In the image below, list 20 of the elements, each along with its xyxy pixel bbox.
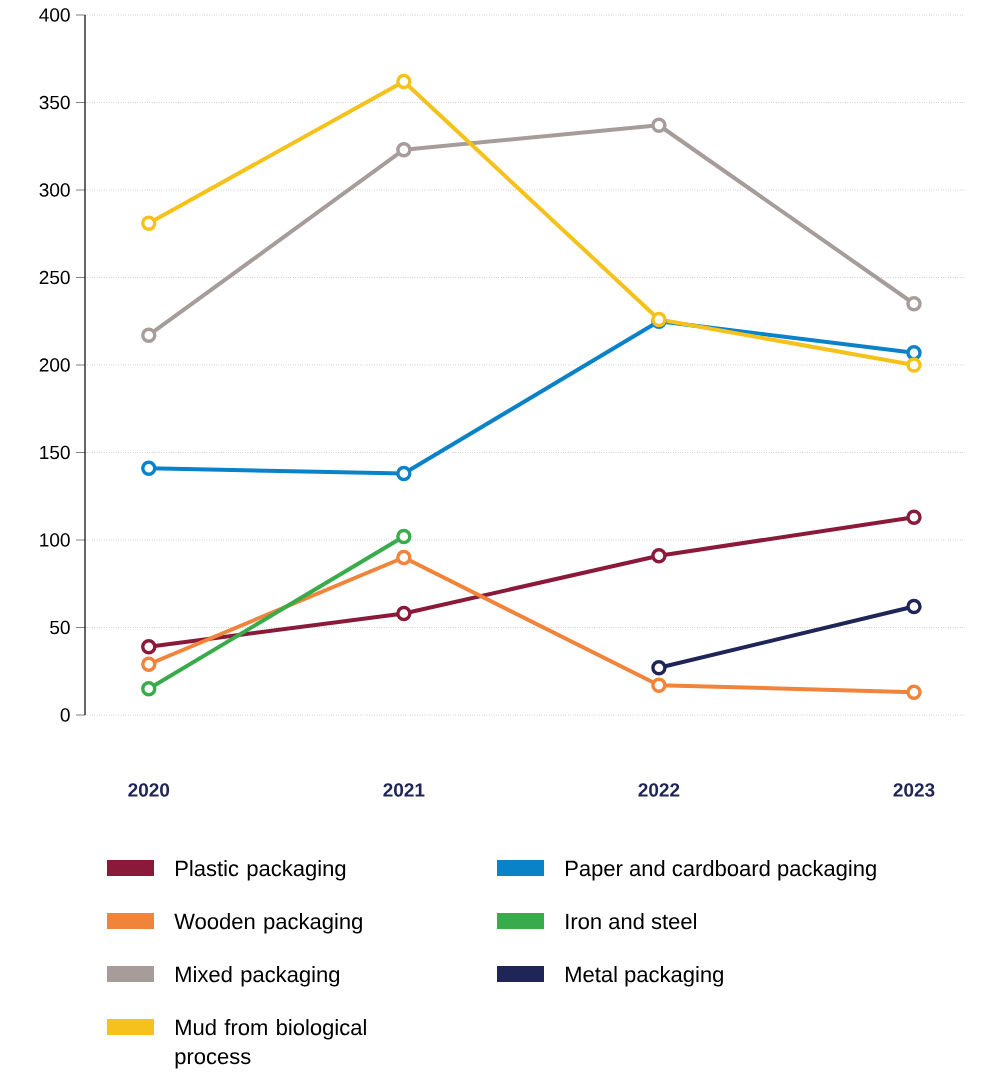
x-tick-label: 2022 — [638, 783, 680, 797]
legend-label: Paper and cardboard packaging — [566, 860, 876, 881]
legend-label: Plastic packaging — [176, 860, 346, 881]
legend-label: Mud from biological process — [175, 1019, 366, 1069]
y-tick-label: 300 — [39, 183, 70, 197]
y-tick-label: 0 — [60, 708, 70, 722]
y-tick-label: 150 — [40, 445, 70, 460]
y-tick-label: 400 — [39, 8, 70, 22]
y-tick-label: 250 — [39, 270, 70, 285]
legend-label: Metal packaging — [566, 966, 723, 987]
y-tick-label: 200 — [39, 358, 70, 372]
legend-label: Mixed packaging — [176, 966, 340, 987]
x-tick-label: 2023 — [893, 783, 935, 797]
y-tick-label: 100 — [40, 533, 70, 547]
x-tick-label: 2021 — [383, 783, 425, 797]
y-tick-label: 350 — [39, 95, 70, 110]
x-tick-label: 2020 — [128, 783, 170, 797]
y-tick-label: 50 — [50, 620, 70, 635]
legend-label: Iron and steel — [566, 913, 697, 930]
legend-label: Wooden packaging — [174, 913, 362, 934]
